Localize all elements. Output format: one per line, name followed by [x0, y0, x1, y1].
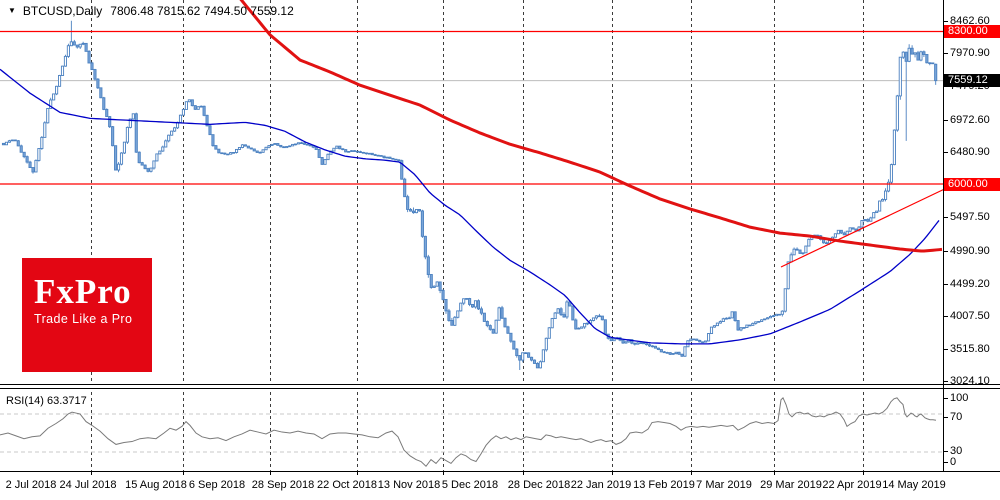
time-axis-tick — [612, 472, 613, 475]
time-axis-tick — [183, 472, 184, 475]
time-axis-label: 29 Mar 2019 — [760, 479, 822, 491]
time-axis-label: 22 Apr 2019 — [822, 479, 882, 491]
time-axis-label: 22 Oct 2018 — [317, 479, 377, 491]
time-axis-label: 13 Nov 2018 — [377, 479, 441, 491]
time-axis-tick — [523, 472, 524, 475]
fxpro-tagline: Trade Like a Pro — [34, 312, 133, 326]
price-axis-tick — [944, 152, 948, 154]
price-axis-tick — [944, 20, 948, 22]
rsi-axis-label: 100 — [950, 392, 969, 404]
fxpro-logo: FxPro Trade Like a Pro — [22, 258, 152, 372]
rsi-line — [0, 397, 937, 467]
rsi-axis-tick — [944, 417, 948, 418]
time-axis-tick — [91, 472, 92, 475]
chart-title: ▼ BTCUSD,Daily 7806.48 7815.62 7494.50 755… — [8, 4, 294, 18]
grid-layer — [91, 0, 864, 384]
price-axis-label: 6972.60 — [950, 113, 990, 126]
rsi-axis-tick — [944, 398, 948, 399]
price-axis-label: 8462.60 — [950, 14, 990, 27]
price-axis-tick — [944, 53, 948, 55]
time-axis-label: 5 Dec 2018 — [441, 479, 499, 491]
rsi-indicator-label: RSI(14) 63.3717 — [6, 395, 87, 407]
time-axis-label: 7 Mar 2019 — [696, 479, 752, 491]
time-axis-label: 22 Jan 2019 — [570, 479, 632, 491]
price-axis-tick — [944, 119, 948, 121]
price-axis-tick — [944, 283, 948, 285]
rsi-grid-layer — [91, 392, 864, 471]
price-axis-tick — [944, 316, 948, 318]
panel-separator-top[interactable] — [0, 384, 1000, 385]
price-tag: 7559.12 — [944, 74, 1000, 88]
time-axis-tick — [270, 472, 271, 475]
candle-bodies — [1, 41, 938, 369]
ma-blue-line[interactable] — [0, 68, 940, 345]
rsi-axis-label: 70 — [950, 411, 963, 423]
symbol-dropdown-icon[interactable]: ▼ — [8, 6, 16, 15]
fxpro-brand-text: FxPro — [34, 272, 132, 311]
price-axis-label: 6480.90 — [950, 146, 990, 159]
rsi-axis-label: 0 — [950, 456, 957, 468]
price-chart[interactable] — [0, 0, 943, 391]
time-axis-tick — [357, 472, 358, 475]
time-axis-tick — [774, 472, 775, 475]
time-axis-tick — [691, 472, 692, 475]
ma-red-line[interactable] — [239, 0, 943, 253]
price-tag: 8300.00 — [944, 25, 1000, 38]
time-axis-label: 6 Sep 2018 — [188, 479, 246, 491]
price-axis-tick — [944, 381, 948, 383]
price-axis-label: 7970.90 — [950, 47, 990, 60]
price-axis-tick — [944, 348, 948, 350]
time-axis-label: 13 Feb 2019 — [633, 479, 695, 491]
time-axis[interactable]: 2 Jul 2018 24 Jul 2018 15 Aug 2018 6 Sep 20… — [0, 471, 1000, 500]
rsi-axis-tick — [944, 462, 948, 463]
symbol-period-label: BTCUSD,Daily — [22, 4, 103, 18]
time-axis-label: 24 Jul 2018 — [59, 479, 117, 491]
time-axis-label: 14 May 2019 — [882, 479, 946, 491]
time-axis-label: 2 Jul 2018 — [5, 479, 57, 491]
price-axis-label: 4007.50 — [950, 310, 990, 323]
time-axis-tick — [863, 472, 864, 475]
time-axis-tick — [443, 472, 444, 475]
time-axis-label: 28 Dec 2018 — [507, 479, 571, 491]
panel-separator-bottom[interactable] — [0, 388, 1000, 389]
price-axis-tick — [944, 217, 948, 219]
time-axis-label: 28 Sep 2018 — [251, 479, 315, 491]
price-tag: 6000.00 — [944, 177, 1000, 191]
rsi-axis-tick — [944, 451, 948, 452]
price-axis[interactable]: 8462.607970.907479.206972.606480.905497.… — [943, 0, 1000, 471]
price-axis-label: 5497.50 — [950, 211, 990, 224]
rsi-axis-label: 30 — [950, 445, 963, 457]
rsi-panel[interactable] — [0, 392, 943, 471]
price-axis-label: 4499.20 — [950, 277, 990, 290]
price-axis-label: 3024.10 — [950, 375, 990, 388]
price-axis-label: 3515.80 — [950, 342, 990, 355]
ohlc-values: 7806.48 7815.62 7494.50 7559.12 — [110, 4, 294, 18]
price-axis-label: 4990.90 — [950, 244, 990, 257]
price-axis-tick — [944, 250, 948, 252]
trendline[interactable] — [780, 188, 943, 268]
time-axis-label: 15 Aug 2018 — [125, 479, 187, 491]
